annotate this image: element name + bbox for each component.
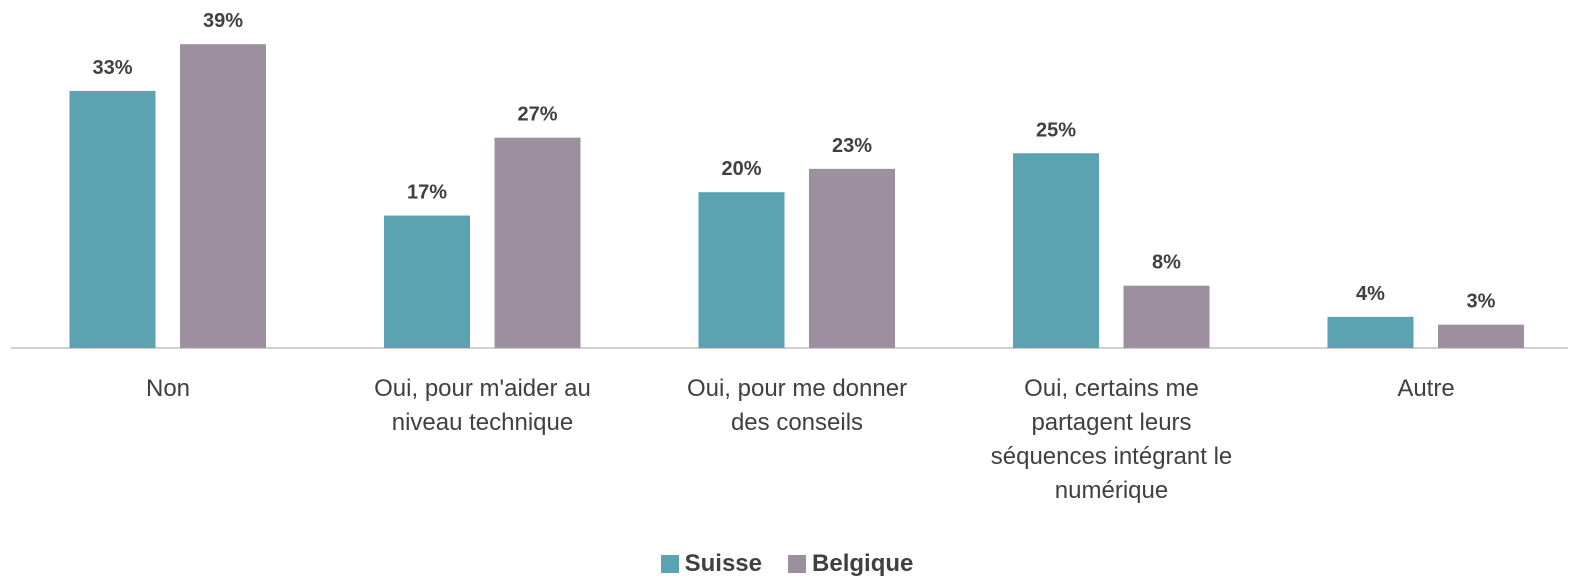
data-label: 20% [721,158,761,180]
legend-item: Belgique [788,550,913,578]
data-label: 39% [203,10,243,32]
x-tick-label: Oui, certains me partagent leurs séquenc… [990,375,1233,504]
bar [180,44,266,348]
x-tick-label: Autre [1397,375,1455,402]
data-label: 8% [1152,252,1181,274]
bar [494,137,581,348]
x-tick-label: Oui, pour me donner des conseils [686,375,908,436]
bar [698,192,785,348]
legend: Suisse Belgique [0,550,1574,578]
bar [69,90,156,349]
data-label: 17% [407,182,447,204]
bar [1327,316,1414,348]
bar [1013,153,1099,348]
x-tick-label: Oui, pour m'aider au niveau technique [374,375,591,436]
data-label: 3% [1467,291,1496,313]
bar [809,168,895,348]
x-tick-label: Non [145,375,191,402]
legend-swatch [660,555,679,573]
bar [1123,285,1210,348]
data-label: 4% [1356,283,1385,305]
data-label: 33% [92,57,132,79]
data-label: 25% [1036,119,1076,141]
data-label: 27% [517,104,557,126]
legend-label: Suisse [684,550,763,577]
bar [384,215,470,348]
legend-swatch [788,555,807,573]
data-label: 23% [832,135,872,157]
legend-label: Belgique [812,550,914,577]
legend-item: Suisse [660,550,763,578]
bar [1438,324,1524,348]
